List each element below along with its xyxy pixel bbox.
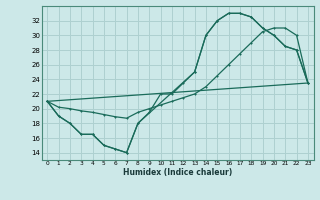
X-axis label: Humidex (Indice chaleur): Humidex (Indice chaleur) bbox=[123, 168, 232, 177]
